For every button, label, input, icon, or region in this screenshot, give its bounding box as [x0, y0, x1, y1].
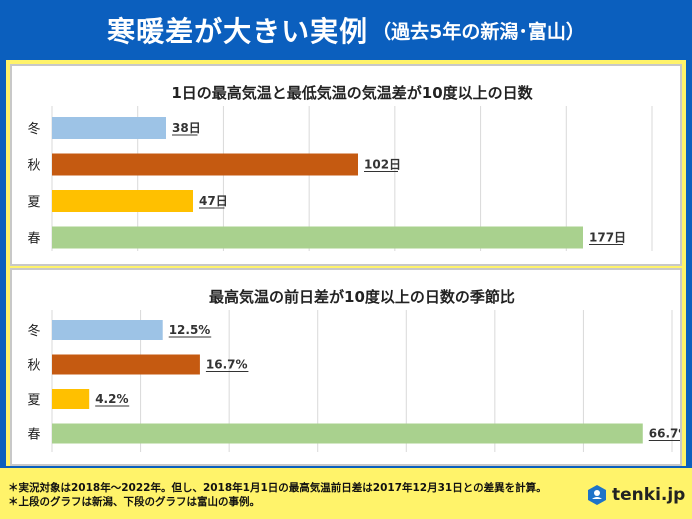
page-title: 寒暖差が大きい実例 [107, 15, 369, 48]
footer-note-1: ＊実況対象は2018年～2022年。但し、2018年1月1日の最高気温前日差は2… [8, 482, 547, 494]
bar-冬 [52, 117, 166, 139]
footer: ＊実況対象は2018年～2022年。但し、2018年1月1日の最高気温前日差は2… [0, 468, 692, 519]
value-label: 16.7% [206, 358, 248, 372]
bar-夏 [52, 190, 193, 212]
value-label: 66.7% [649, 427, 680, 441]
tenki-logo: tenki.jp [586, 484, 685, 506]
value-label: 38日 [172, 121, 201, 135]
bar-秋 [52, 153, 358, 176]
category-label: 冬 [27, 323, 40, 339]
chart-panel-toyama: 最高気温の前日差が10度以上の日数の季節比冬 12.5% 秋 16.7% 夏 4.2% 春 6… [10, 268, 692, 466]
value-label: 102日 [364, 158, 401, 172]
logo-text: tenki.jp [612, 485, 686, 505]
page-subtitle: （過去5年の新潟･富山） [372, 20, 585, 43]
bar-秋 [52, 354, 200, 375]
footer-note-2: ＊上段のグラフは新潟、下段のグラフは富山の事例。 [8, 496, 260, 508]
chart-title-1: 1日の最高気温と最低気温の気温差が10度以上の日数 [171, 84, 533, 102]
footer-notes: ＊実況対象は2018年～2022年。但し、2018年1月1日の最高気温前日差は2… [8, 481, 547, 509]
tenki-logo-icon [588, 485, 606, 505]
bar-春 [52, 423, 643, 444]
bar-春 [52, 226, 583, 249]
value-label: 12.5% [169, 323, 211, 337]
value-label: 47日 [199, 194, 228, 208]
chart-panel-niigata: 1日の最高気温と最低気温の気温差が10度以上の日数冬 38日秋 102日夏 47日春 1… [10, 64, 682, 266]
category-label: 夏 [27, 195, 40, 210]
value-label: 177日 [589, 231, 626, 245]
value-label: 4.2% [95, 392, 128, 406]
bar-冬 [52, 320, 163, 340]
page-header: 寒暖差が大きい実例 （過去5年の新潟･富山） [0, 0, 692, 60]
category-label: 春 [27, 428, 40, 443]
chart-title-2: 最高気温の前日差が10度以上の日数の季節比 [209, 288, 515, 306]
category-label: 夏 [27, 393, 40, 408]
category-label: 冬 [27, 121, 40, 137]
category-label: 秋 [27, 159, 40, 174]
bar-夏 [52, 389, 90, 409]
category-label: 秋 [27, 359, 40, 374]
category-label: 春 [27, 232, 40, 247]
